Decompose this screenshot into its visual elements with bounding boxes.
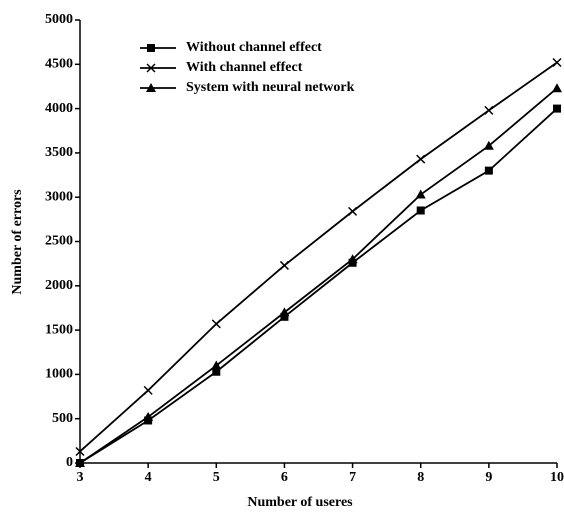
marker: [348, 206, 358, 216]
marker: [143, 385, 153, 395]
marker: [484, 166, 493, 175]
marker: [75, 458, 85, 467]
y-tick-label: 3000: [45, 189, 73, 204]
marker: [279, 307, 290, 317]
x-tick-label: 4: [145, 470, 152, 485]
x-tick-label: 9: [485, 470, 492, 485]
marker: [553, 104, 561, 113]
marker: [416, 206, 425, 215]
marker: [211, 319, 221, 329]
series-line: [79, 107, 558, 464]
legend-label: With channel effect: [186, 60, 303, 75]
y-tick-label: 4000: [45, 101, 73, 116]
y-tick-label: 2000: [45, 278, 73, 293]
legend-marker: [146, 83, 156, 92]
series-line: [79, 61, 558, 453]
legend-label: System with neural network: [186, 80, 355, 95]
x-tick-label: 8: [417, 470, 424, 485]
marker: [483, 140, 494, 150]
y-tick-label: 1500: [45, 322, 73, 337]
x-axis-label: Number of useres: [247, 495, 353, 510]
x-tick-label: 5: [213, 470, 220, 485]
y-tick-label: 1000: [45, 367, 73, 382]
marker: [416, 154, 426, 164]
y-axis-label: Number of errors: [10, 189, 25, 295]
marker: [484, 105, 494, 115]
legend-label: Without channel effect: [186, 40, 322, 55]
marker: [212, 367, 221, 376]
marker: [552, 83, 562, 93]
y-tick-label: 2500: [45, 234, 73, 249]
x-tick-label: 10: [550, 470, 564, 485]
y-tick-label: 5000: [45, 12, 73, 27]
legend-marker: [146, 63, 156, 73]
y-tick-label: 500: [52, 411, 73, 426]
x-tick-label: 7: [349, 470, 356, 485]
x-tick-label: 3: [77, 470, 84, 485]
legend-marker: [147, 44, 155, 52]
marker: [279, 260, 289, 270]
x-tick-label: 6: [281, 470, 288, 485]
marker: [75, 446, 85, 457]
marker: [347, 254, 358, 264]
marker: [552, 57, 562, 68]
marker: [280, 312, 289, 321]
series-line: [79, 87, 558, 464]
marker: [211, 360, 222, 370]
y-tick-label: 0: [66, 455, 73, 470]
y-tick-label: 4500: [45, 57, 73, 72]
marker: [143, 411, 154, 421]
y-tick-label: 3500: [45, 145, 73, 160]
marker: [415, 189, 426, 199]
